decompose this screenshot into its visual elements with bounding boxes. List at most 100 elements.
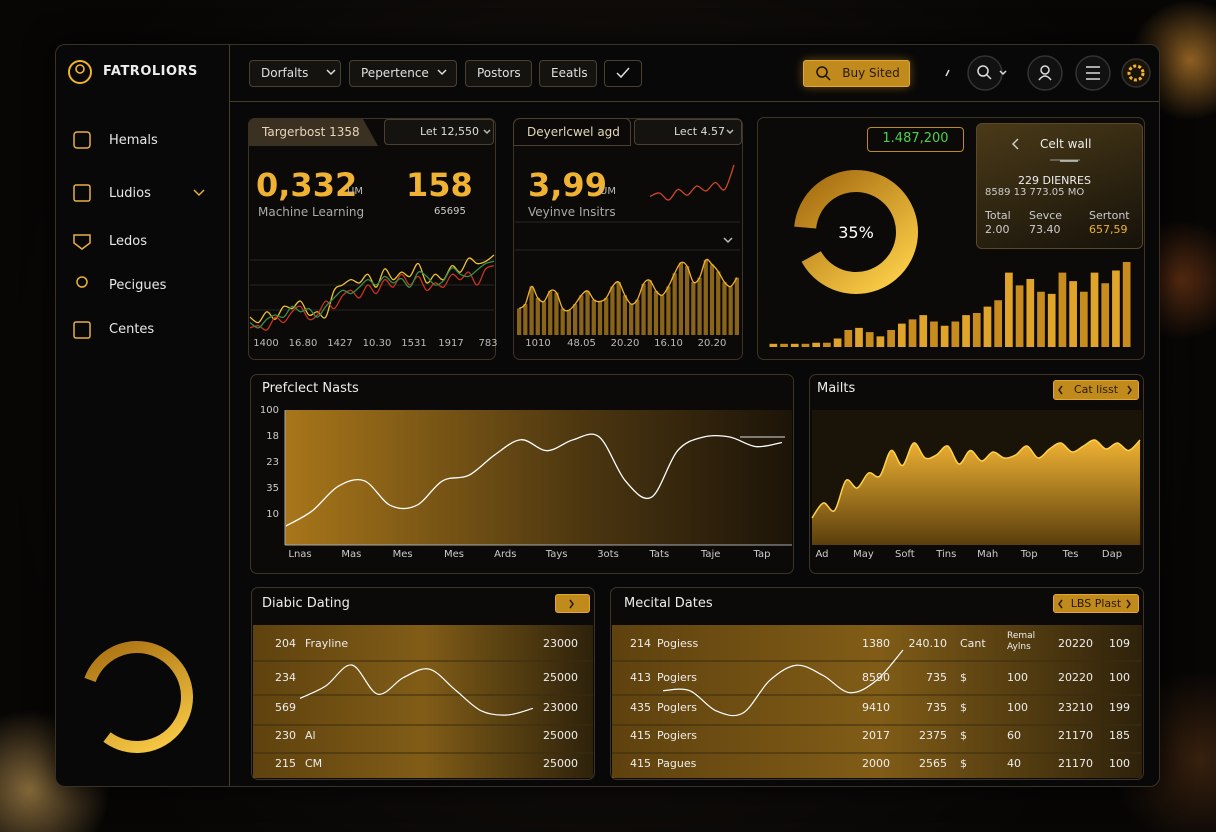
cell: 25000	[543, 671, 578, 684]
bar	[897, 323, 906, 347]
panel-line: 8589 13 773.05 MO	[985, 187, 1085, 198]
bar	[1079, 291, 1088, 347]
nav-item[interactable]: Pecigues	[109, 278, 167, 293]
bar	[801, 343, 810, 347]
button[interactable]	[1053, 594, 1139, 613]
metric: 0,332	[256, 166, 358, 204]
cell: Pagues	[657, 757, 697, 770]
x-tick-label: Tins	[936, 549, 957, 560]
nav-item[interactable]: Centes	[109, 322, 155, 337]
bar	[604, 297, 609, 335]
bar	[855, 327, 863, 347]
card-title: Mailts	[817, 381, 856, 396]
bar	[769, 343, 778, 347]
bar	[517, 308, 522, 335]
bar	[823, 342, 831, 347]
tab[interactable]	[248, 118, 378, 146]
cell: 100	[1109, 757, 1130, 770]
bar	[780, 343, 788, 347]
bar	[703, 260, 708, 335]
bar	[812, 342, 821, 347]
cell: 413	[630, 671, 651, 684]
x-tick-label: 20.20	[697, 338, 727, 349]
bar	[535, 297, 540, 335]
button-label[interactable]: Cat lisst	[1073, 383, 1119, 396]
dropdown[interactable]	[634, 119, 742, 145]
filter-button[interactable]	[539, 60, 597, 87]
bar	[541, 301, 547, 335]
cell: $	[960, 757, 967, 770]
bar	[529, 286, 534, 335]
button-label[interactable]: LBS Plast	[1070, 597, 1122, 610]
x-tick-label: Tes	[1062, 549, 1079, 560]
cell: 435	[630, 701, 651, 714]
filter-label[interactable]: Postors	[477, 66, 521, 80]
brand: FATROLIORS	[103, 64, 198, 79]
x-tick-label: Mes	[444, 549, 464, 560]
cell: Remal Aylns	[1007, 631, 1036, 652]
sidebar-ring	[81, 640, 193, 753]
metric: 158	[406, 166, 473, 204]
nav-item[interactable]: Ledos	[109, 234, 147, 249]
dropdown-label: Let 12,550	[420, 125, 480, 138]
cell: 240.10	[908, 637, 948, 650]
check-button[interactable]	[604, 60, 642, 87]
chart-line	[811, 439, 1141, 519]
tab[interactable]	[513, 118, 631, 146]
y-tick-label: 10	[266, 509, 279, 520]
bar	[1037, 291, 1045, 347]
sub-metric: 65695	[434, 206, 466, 217]
bar	[647, 280, 652, 335]
cell: 40	[1007, 757, 1021, 770]
nav-item[interactable]: Ludios	[109, 186, 151, 201]
card-title: Prefclect Nasts	[262, 381, 359, 396]
primary-button[interactable]	[803, 60, 910, 87]
bar	[660, 295, 665, 335]
chart-line	[249, 254, 495, 324]
button[interactable]	[1053, 380, 1139, 400]
nav-item[interactable]: Hemals	[109, 133, 158, 148]
x-tick-label: Dap	[1101, 549, 1123, 560]
bar	[641, 283, 646, 335]
metric: 3,99	[528, 166, 607, 204]
bar	[579, 295, 584, 335]
cell: 100	[1109, 671, 1130, 684]
cell: 20220	[1058, 671, 1093, 684]
bar	[1005, 272, 1013, 347]
cell: 214	[630, 637, 651, 650]
cell: 415	[630, 729, 651, 742]
summary-panel	[976, 123, 1143, 249]
card-ml	[248, 118, 496, 360]
chart-line	[518, 258, 738, 312]
dropdown[interactable]	[384, 119, 494, 145]
x-tick-label: Soft	[894, 549, 915, 560]
bar	[610, 286, 615, 335]
bar	[919, 315, 928, 347]
x-tick-label: Tays	[545, 549, 568, 560]
bar	[597, 301, 603, 335]
bar	[678, 262, 683, 335]
filter-label[interactable]: Dorfalts	[261, 66, 309, 80]
cell: 21170	[1058, 757, 1093, 770]
tab-label: Targerbost 1358	[262, 125, 360, 139]
tab-label: Deyerlcwel agd	[527, 125, 620, 139]
filter-label[interactable]: Pepertence	[361, 66, 429, 80]
y-tick-label: 35	[266, 483, 279, 494]
filter-button[interactable]	[349, 60, 457, 87]
filter-button[interactable]	[465, 60, 532, 87]
toolbar-icons	[326, 55, 1151, 609]
bar	[554, 292, 559, 335]
x-tick-label: 20.20	[610, 338, 640, 349]
filter-button[interactable]	[249, 60, 341, 87]
bar	[728, 286, 733, 335]
x-tick-label: Taje	[700, 549, 721, 560]
bar	[560, 308, 565, 335]
filter-label[interactable]: Eeatls	[551, 66, 588, 80]
x-tick-label: Ad	[815, 549, 829, 560]
bar	[865, 332, 874, 347]
primary-button-label[interactable]: Buy Sited	[842, 66, 900, 80]
cell: 234	[275, 671, 296, 684]
cell: CM	[305, 757, 323, 770]
cell: Poglers	[657, 701, 698, 714]
